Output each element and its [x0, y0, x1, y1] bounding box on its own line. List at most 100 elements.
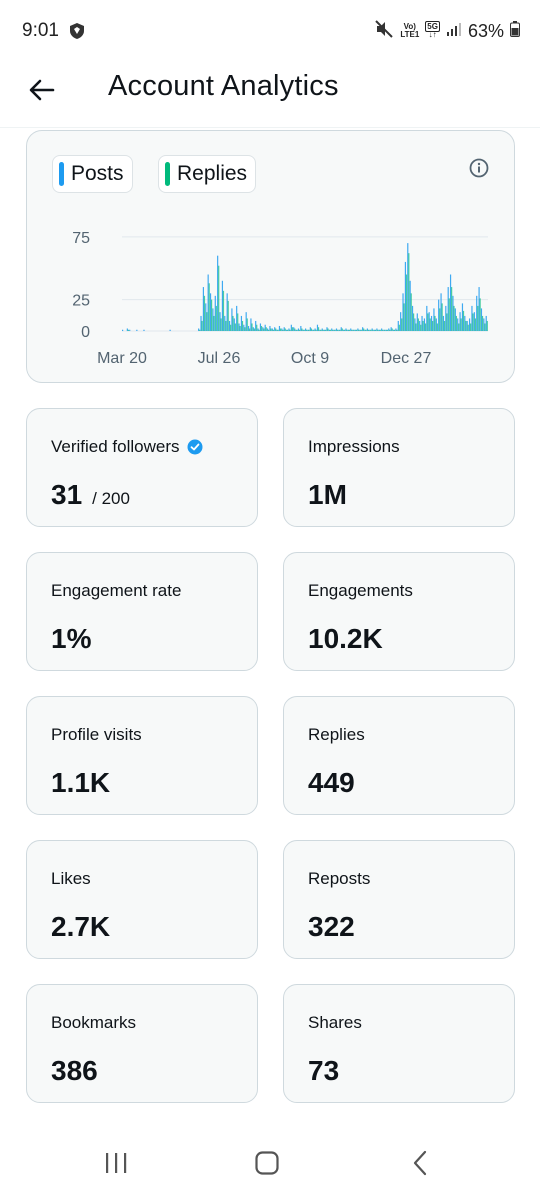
replies-bar [230, 325, 231, 331]
stat-label: Profile visits [51, 725, 142, 745]
posts-bar [315, 328, 316, 331]
posts-bar [417, 313, 418, 331]
posts-bar [329, 330, 330, 331]
replies-bar [444, 321, 445, 331]
posts-bar [388, 328, 389, 331]
posts-bar [376, 328, 377, 331]
stat-card-reposts[interactable]: Reposts 322 [283, 840, 515, 959]
legend-posts-toggle[interactable]: Posts [52, 155, 133, 193]
posts-bar [217, 256, 218, 331]
posts-bar [478, 287, 479, 331]
posts-bar [227, 293, 228, 331]
replies-bar [413, 313, 414, 331]
posts-bar [143, 330, 144, 331]
replies-bar [285, 328, 286, 331]
replies-bar [273, 330, 274, 331]
info-button[interactable] [468, 157, 490, 179]
stat-card-impressions[interactable]: Impressions 1M [283, 408, 515, 527]
replies-bar [240, 326, 241, 331]
stat-card-engagement-rate[interactable]: Engagement rate 1% [26, 552, 258, 671]
posts-bar [305, 328, 306, 331]
system-back-button[interactable] [402, 1148, 438, 1178]
replies-bar [275, 328, 276, 331]
replies-bar [442, 303, 443, 331]
replies-bar [411, 293, 412, 331]
replies-bar [425, 323, 426, 331]
stat-value: 386 [51, 1055, 98, 1087]
posts-bar [395, 328, 396, 331]
status-time: 9:01 [22, 20, 59, 42]
replies-bar [308, 330, 309, 331]
recent-apps-button[interactable] [98, 1148, 134, 1178]
activity-chart: 75250Mar 20Jul 26Oct 9Dec 27 [27, 211, 516, 371]
posts-bar [286, 330, 287, 331]
posts-bar [312, 330, 313, 331]
replies-bar [430, 318, 431, 331]
posts-bar [407, 243, 408, 331]
posts-bar [374, 330, 375, 331]
stat-card-replies[interactable]: Replies 449 [283, 696, 515, 815]
stat-value: 10.2K [308, 623, 383, 655]
volte-indicator: Vo) LTE1 [400, 23, 419, 39]
back-button[interactable] [22, 70, 62, 110]
replies-bar [282, 330, 283, 331]
replies-bar [261, 326, 262, 331]
replies-bar [439, 308, 440, 331]
replies-bar [423, 321, 424, 331]
replies-bar [287, 330, 288, 331]
replies-bar [420, 325, 421, 331]
posts-bar [372, 328, 373, 331]
stat-card-engagements[interactable]: Engagements 10.2K [283, 552, 515, 671]
replies-bar [297, 330, 298, 331]
replies-bar [432, 321, 433, 331]
stat-card-bookmarks[interactable]: Bookmarks 386 [26, 984, 258, 1103]
stat-label: Shares [308, 1013, 362, 1033]
replies-bar [337, 330, 338, 331]
replies-bar [404, 303, 405, 331]
replies-bar [389, 330, 390, 331]
replies-bar [418, 318, 419, 331]
replies-bar [228, 301, 229, 331]
replies-bar [221, 318, 222, 331]
stat-card-profile-visits[interactable]: Profile visits 1.1K [26, 696, 258, 815]
posts-bar [355, 330, 356, 331]
posts-bar [170, 330, 171, 331]
posts-bar [222, 281, 223, 331]
replies-bar [311, 328, 312, 331]
posts-bar [298, 328, 299, 331]
replies-bar [406, 275, 407, 332]
posts-bar [276, 330, 277, 331]
posts-bar [360, 330, 361, 331]
replies-bar [218, 266, 219, 331]
posts-bar [307, 330, 308, 331]
replies-bar [358, 330, 359, 331]
posts-bar [391, 327, 392, 331]
posts-bar [398, 321, 399, 331]
legend-replies-toggle[interactable]: Replies [158, 155, 256, 193]
stat-card-verified-followers[interactable]: Verified followers 31/ 200 [26, 408, 258, 527]
replies-bar [465, 321, 466, 331]
posts-bar [243, 325, 244, 331]
replies-bar [332, 330, 333, 331]
replies-bar [392, 328, 393, 331]
home-button[interactable] [249, 1148, 285, 1178]
posts-bar [203, 287, 204, 331]
posts-bar [450, 275, 451, 332]
stat-card-likes[interactable]: Likes 2.7K [26, 840, 258, 959]
replies-bar [461, 318, 462, 331]
replies-bar [313, 330, 314, 331]
posts-bar [331, 328, 332, 331]
replies-bar [373, 330, 374, 331]
stat-label: Impressions [308, 437, 400, 457]
stat-card-shares[interactable]: Shares 73 [283, 984, 515, 1103]
replies-swatch [165, 162, 170, 186]
stat-value: 31/ 200 [51, 479, 130, 511]
posts-bar [410, 281, 411, 331]
replies-bar [294, 328, 295, 331]
replies-bar [396, 330, 397, 331]
posts-bar [224, 316, 225, 331]
replies-bar [292, 327, 293, 331]
replies-bar [449, 298, 450, 331]
replies-bar [306, 330, 307, 331]
posts-bar [208, 275, 209, 332]
